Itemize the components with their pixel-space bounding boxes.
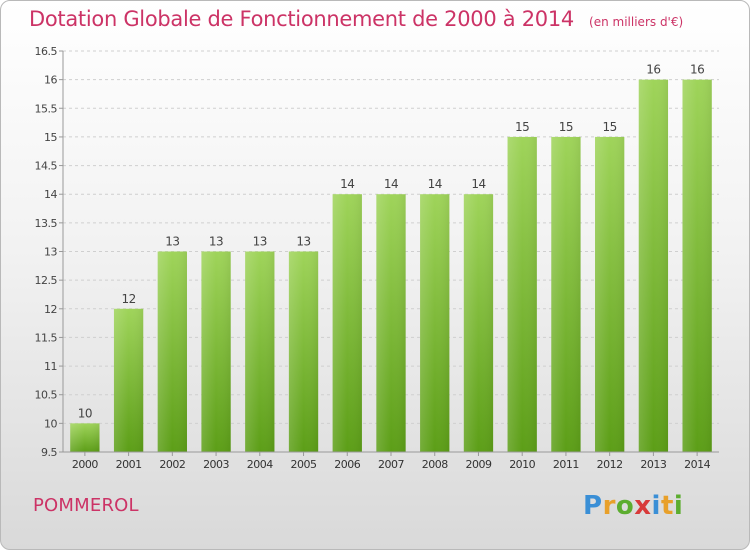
y-tick-label: 15.5 (35, 102, 58, 115)
data-label: 14 (384, 177, 398, 191)
x-tick-label: 2010 (509, 458, 535, 471)
x-tick-label: 2003 (203, 458, 229, 471)
data-label: 15 (603, 120, 617, 134)
y-tick-label: 12 (44, 303, 57, 316)
data-label: 15 (559, 120, 573, 134)
data-label: 13 (165, 235, 179, 249)
bar-shine (288, 251, 319, 452)
y-tick-label: 14.5 (35, 160, 58, 173)
bar-shine (463, 194, 494, 452)
x-tick-label: 2012 (597, 458, 623, 471)
y-tick-label: 12.5 (35, 274, 58, 287)
bar-shine (157, 251, 187, 452)
bar-shine (332, 194, 362, 452)
x-tick-label: 2011 (553, 458, 579, 471)
y-tick-label: 14 (44, 188, 57, 201)
bar-shine (638, 79, 669, 453)
y-tick-label: 9.5 (41, 446, 57, 459)
y-tick-label: 13 (44, 246, 57, 259)
bar-shine (201, 251, 231, 452)
bar-shine (70, 423, 100, 452)
y-tick-label: 15 (44, 131, 57, 144)
city-name: POMMEROL (33, 495, 139, 516)
bar-shine (113, 308, 144, 452)
data-label: 13 (253, 235, 267, 249)
x-tick-label: 2007 (378, 458, 404, 471)
x-tick-label: 2005 (291, 458, 317, 471)
data-label: 13 (296, 235, 310, 249)
bar-shine (376, 194, 406, 452)
bar-shine (420, 194, 450, 452)
bar-shine (595, 136, 625, 452)
bar-shine (551, 136, 581, 452)
data-label: 10 (78, 406, 92, 420)
data-label: 12 (121, 292, 135, 306)
y-tick-label: 10 (44, 417, 57, 430)
x-tick-label: 2006 (334, 458, 360, 471)
x-tick-label: 2014 (684, 458, 710, 471)
y-tick-label: 11.5 (35, 331, 58, 344)
x-tick-label: 2001 (116, 458, 142, 471)
data-label: 14 (428, 177, 442, 191)
y-tick-label: 16.5 (35, 45, 58, 58)
y-tick-label: 10.5 (35, 389, 58, 402)
bars-layer (70, 79, 712, 453)
x-tick-label: 2000 (72, 458, 98, 471)
data-label: 16 (646, 63, 660, 77)
data-label: 16 (690, 63, 704, 77)
x-tick-label: 2004 (247, 458, 273, 471)
data-label: 14 (340, 177, 354, 191)
bar-shine (507, 136, 537, 452)
labels-layer: 10 12 13 13 13 13 14 14 14 14 15 15 15 16 16 (78, 63, 705, 421)
x-tick-label: 2002 (159, 458, 185, 471)
y-tick-label: 16 (44, 74, 57, 87)
chart-unit: (en milliers d'€) (589, 15, 684, 29)
data-label: 14 (471, 177, 485, 191)
chart-title: Dotation Globale de Fonctionnement de 20… (29, 7, 574, 31)
y-tick-label: 11 (44, 360, 57, 373)
x-tick-label: 2013 (640, 458, 666, 471)
bar-shine (682, 79, 712, 453)
x-tick-label: 2009 (465, 458, 491, 471)
axis-layer: 9.5 10 10.5 11 11.5 12 12.5 13 13.5 14 14.5 15 15.5 1… (35, 45, 719, 471)
title-row: Dotation Globale de Fonctionnement de 20… (29, 7, 683, 31)
bar-shine (245, 251, 275, 452)
data-label: 13 (209, 235, 223, 249)
proxiti-logo[interactable]: Proxiti (583, 491, 684, 521)
y-tick-label: 13.5 (35, 217, 58, 230)
data-label: 15 (515, 120, 529, 134)
x-tick-label: 2008 (422, 458, 448, 471)
